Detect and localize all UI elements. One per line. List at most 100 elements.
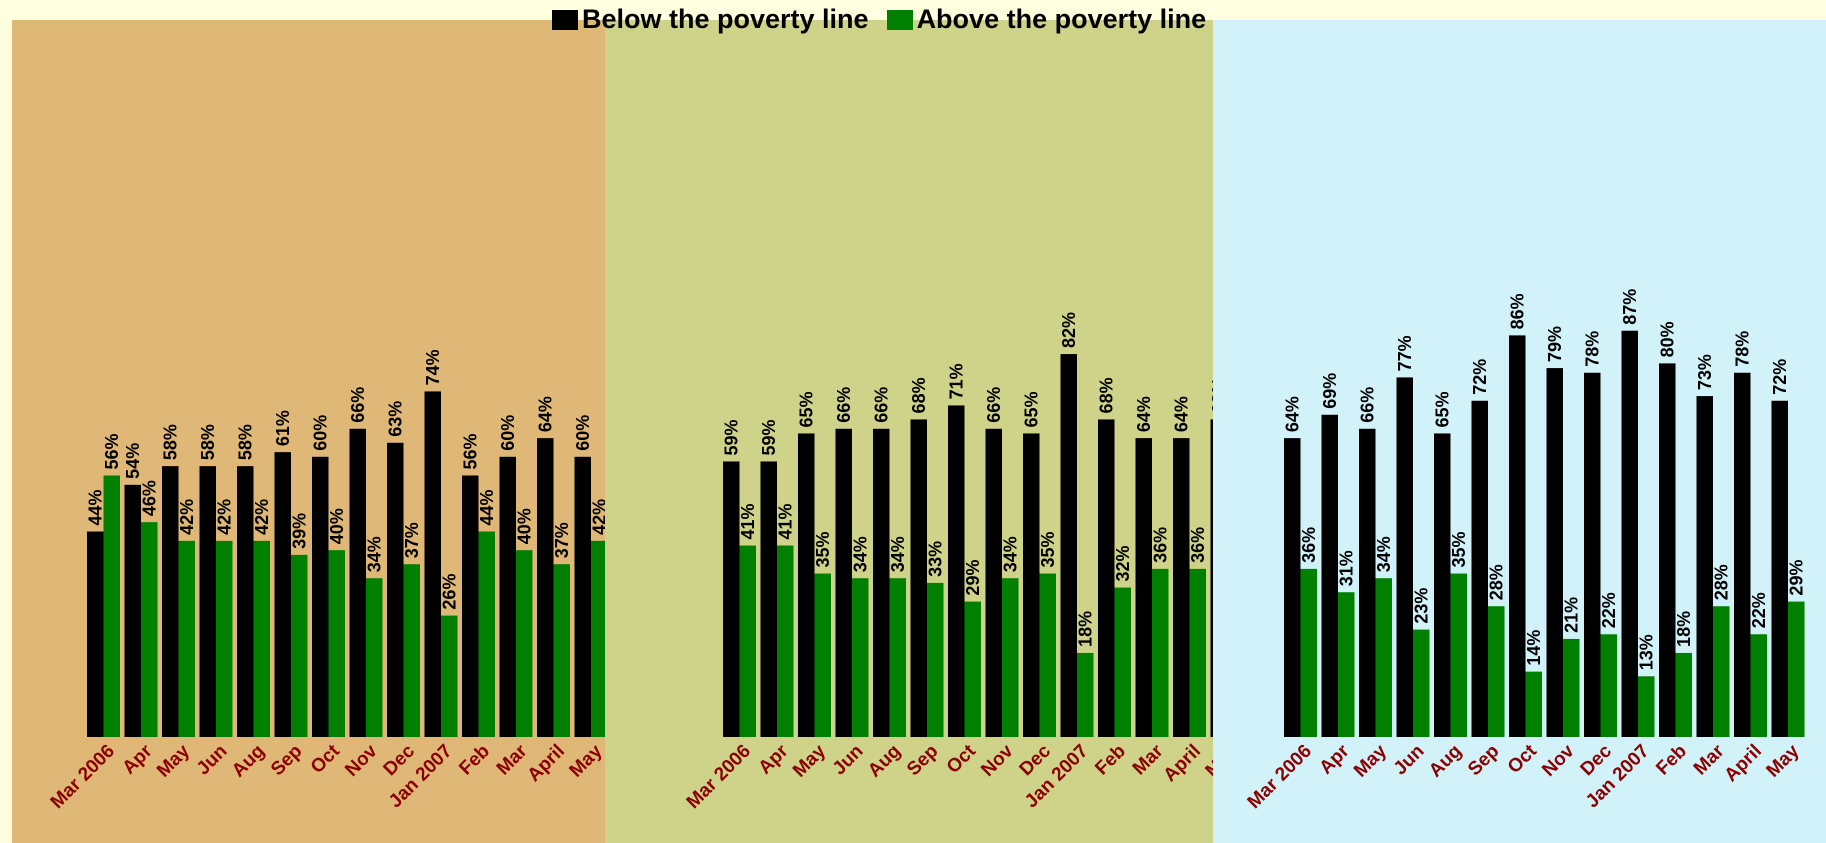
bar-below xyxy=(1173,438,1190,737)
data-label-above: 22% xyxy=(1599,592,1619,628)
data-label-above: 34% xyxy=(1000,536,1020,572)
bar-below xyxy=(199,466,216,737)
data-label-above: 33% xyxy=(925,541,945,577)
bar-above xyxy=(1750,634,1767,737)
bar-above xyxy=(478,531,495,737)
bar-above xyxy=(103,475,120,737)
data-label-below: 65% xyxy=(796,391,816,427)
data-label-above: 35% xyxy=(1038,532,1058,568)
chart-panel-2: 59%41%Mar 200659%41%Apr65%35%May66%34%Ju… xyxy=(605,20,1245,843)
data-label-below: 87% xyxy=(1620,289,1640,325)
bar-below xyxy=(387,442,404,737)
legend: Below the poverty line Above the poverty… xyxy=(552,4,1224,35)
data-label-above: 41% xyxy=(775,503,795,539)
data-label-above: 34% xyxy=(1374,536,1394,572)
bar-below xyxy=(873,428,890,737)
bar-below xyxy=(1771,400,1788,737)
bar-below xyxy=(1471,400,1488,737)
data-label-below: 74% xyxy=(423,349,443,385)
data-label-above: 37% xyxy=(552,522,572,558)
data-label-below: 61% xyxy=(273,410,293,446)
bar-below xyxy=(274,452,291,737)
bar-above xyxy=(964,601,981,737)
data-label-below: 64% xyxy=(1282,396,1302,432)
data-label-above: 18% xyxy=(1674,611,1694,647)
bar-above xyxy=(591,540,608,737)
bar-above xyxy=(1114,587,1131,737)
bar-above xyxy=(1039,573,1056,737)
bar-above xyxy=(1450,573,1467,737)
data-label-below: 60% xyxy=(498,415,518,451)
data-label-below: 71% xyxy=(946,363,966,399)
data-label-below: 82% xyxy=(1059,312,1079,348)
bar-below xyxy=(124,484,141,737)
data-label-below: 72% xyxy=(1470,359,1490,395)
data-label-above: 22% xyxy=(1749,592,1769,628)
bar-below xyxy=(237,466,254,737)
bar-below xyxy=(1135,438,1152,737)
data-label-above: 18% xyxy=(1075,611,1095,647)
chart-panel-1: 44%56%Mar 200654%46%Apr58%42%May58%42%Ju… xyxy=(12,20,609,843)
data-label-below: 65% xyxy=(1021,391,1041,427)
data-label-above: 46% xyxy=(139,480,159,516)
data-label-above: 31% xyxy=(1336,550,1356,586)
bar-above xyxy=(366,578,383,737)
data-label-above: 29% xyxy=(963,560,983,596)
bar-below xyxy=(798,433,815,737)
data-label-below: 64% xyxy=(1171,396,1191,432)
data-label-below: 44% xyxy=(85,489,105,525)
bar-above xyxy=(1788,601,1805,737)
bar-above xyxy=(1488,606,1505,737)
data-label-above: 29% xyxy=(1786,560,1806,596)
data-label-below: 63% xyxy=(385,401,405,437)
data-label-below: 66% xyxy=(1357,387,1377,423)
bar-below xyxy=(985,428,1002,737)
data-label-above: 40% xyxy=(327,508,347,544)
data-label-below: 80% xyxy=(1657,321,1677,357)
bar-below xyxy=(1546,368,1563,737)
data-label-below: 59% xyxy=(721,419,741,455)
data-label-below: 68% xyxy=(909,377,929,413)
bar-below xyxy=(1621,330,1638,737)
data-label-below: 66% xyxy=(984,387,1004,423)
bar-above xyxy=(1002,578,1019,737)
bar-above xyxy=(1600,634,1617,737)
bar-above xyxy=(516,550,533,737)
data-label-below: 77% xyxy=(1395,335,1415,371)
bar-below xyxy=(537,438,554,737)
bar-below xyxy=(835,428,852,737)
data-label-above: 56% xyxy=(102,433,122,469)
data-label-above: 32% xyxy=(1113,546,1133,582)
data-label-above: 34% xyxy=(364,536,384,572)
bar-below xyxy=(462,475,479,737)
bar-above xyxy=(253,540,270,737)
data-label-below: 60% xyxy=(573,415,593,451)
bar-above xyxy=(328,550,345,737)
bar-below xyxy=(1696,396,1713,737)
data-label-below: 66% xyxy=(834,387,854,423)
bar-below xyxy=(1509,335,1526,737)
data-label-above: 26% xyxy=(439,574,459,610)
data-label-above: 36% xyxy=(1188,527,1208,563)
bar-above xyxy=(1338,592,1355,737)
data-label-above: 13% xyxy=(1636,634,1656,670)
data-label-above: 28% xyxy=(1711,564,1731,600)
data-label-below: 59% xyxy=(759,419,779,455)
bar-above xyxy=(1152,568,1169,737)
bar-above xyxy=(1525,671,1542,737)
bar-below xyxy=(1060,354,1077,737)
bar-below xyxy=(1321,414,1338,737)
bar-above xyxy=(814,573,831,737)
data-label-above: 35% xyxy=(813,532,833,568)
data-label-below: 72% xyxy=(1770,359,1790,395)
data-label-below: 58% xyxy=(235,424,255,460)
bar-above xyxy=(1077,652,1094,737)
bar-above xyxy=(1375,578,1392,737)
data-label-below: 66% xyxy=(871,387,891,423)
legend-label-above: Above the poverty line xyxy=(916,4,1207,34)
data-label-below: 78% xyxy=(1582,331,1602,367)
bar-above xyxy=(1300,568,1317,737)
data-label-below: 58% xyxy=(160,424,180,460)
data-label-above: 40% xyxy=(514,508,534,544)
